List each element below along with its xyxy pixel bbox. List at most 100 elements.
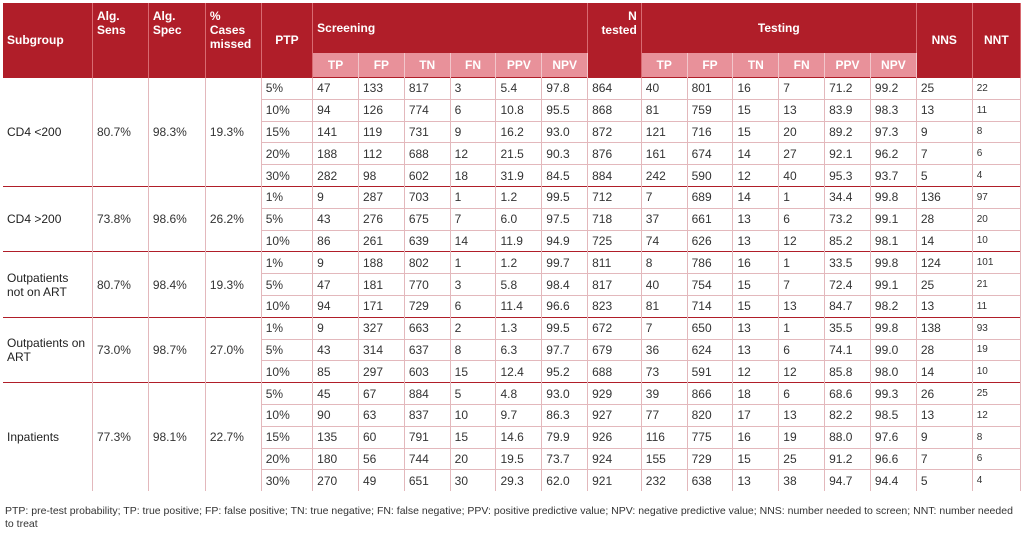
testing-fn-value: 13 bbox=[778, 403, 826, 427]
testing-tn-value: 16 bbox=[732, 425, 780, 449]
testing-fp-value: 729 bbox=[687, 447, 734, 470]
testing-tn-value: 14 bbox=[732, 185, 780, 209]
screening-npv-value: 73.7 bbox=[541, 447, 589, 470]
testing-tp-value: 81 bbox=[641, 98, 688, 122]
table-row: 30% 270 49 651 30 29.3 62.0 921 232 638 13 38 94.7 94… bbox=[3, 469, 1022, 492]
testing-fp-value: 775 bbox=[687, 425, 734, 449]
nnt-value: 8 bbox=[972, 120, 1022, 143]
screening-fn-value: 2 bbox=[450, 316, 497, 340]
nns-value: 13 bbox=[916, 403, 973, 427]
table-row: 5% 43 276 675 7 6.0 97.5 718 37 661 13 6 73.2 99.1 28 2… bbox=[3, 207, 1022, 231]
nns-value: 7 bbox=[916, 447, 973, 470]
alg-sens-value: 80.7% bbox=[92, 251, 149, 318]
table-row: 20% 180 56 744 20 19.5 73.7 924 155 729 15 25 91.2 96… bbox=[3, 447, 1022, 470]
nnt-value: 10 bbox=[972, 229, 1022, 252]
header-nnt: NNT bbox=[972, 3, 1022, 78]
nns-value: 28 bbox=[916, 207, 973, 231]
subgroup-label: CD4 >200 bbox=[3, 185, 93, 252]
testing-tn-value: 12 bbox=[732, 164, 780, 187]
subheader-screening-npv: NPV bbox=[541, 53, 589, 78]
testing-tp-value: 121 bbox=[641, 120, 688, 143]
screening-ppv-value: 1.3 bbox=[495, 316, 543, 340]
testing-tn-value: 15 bbox=[732, 273, 780, 296]
screening-tn-value: 802 bbox=[404, 251, 451, 274]
screening-fn-value: 20 bbox=[450, 447, 497, 470]
screening-tp-value: 47 bbox=[312, 273, 359, 296]
subheader-screening-ppv: PPV bbox=[495, 53, 543, 78]
testing-fn-value: 25 bbox=[778, 447, 826, 470]
ptp-value: 20% bbox=[261, 447, 314, 470]
screening-tn-value: 837 bbox=[404, 403, 451, 427]
screening-npv-value: 97.5 bbox=[541, 207, 589, 231]
nnt-value: 21 bbox=[972, 273, 1022, 296]
screening-fp-value: 276 bbox=[358, 207, 405, 231]
testing-npv-value: 99.8 bbox=[870, 185, 917, 209]
testing-fn-value: 40 bbox=[778, 164, 826, 187]
testing-npv-value: 99.8 bbox=[870, 251, 917, 274]
testing-ppv-value: 74.1 bbox=[824, 338, 871, 361]
testing-ppv-value: 85.2 bbox=[824, 229, 871, 252]
nnt-value: 20 bbox=[972, 207, 1022, 231]
screening-tn-value: 688 bbox=[404, 142, 451, 165]
testing-ppv-value: 84.7 bbox=[824, 294, 871, 318]
screening-fn-value: 15 bbox=[450, 425, 497, 449]
screening-tp-value: 9 bbox=[312, 251, 359, 274]
testing-tp-value: 161 bbox=[641, 142, 688, 165]
header-screening: Screening bbox=[312, 3, 589, 53]
testing-fn-value: 19 bbox=[778, 425, 826, 449]
screening-tn-value: 651 bbox=[404, 469, 451, 492]
screening-fp-value: 63 bbox=[358, 403, 405, 427]
ptp-value: 5% bbox=[261, 338, 314, 361]
testing-npv-value: 98.1 bbox=[870, 229, 917, 252]
n-tested-value: 926 bbox=[587, 425, 642, 449]
ptp-value: 10% bbox=[261, 360, 314, 383]
header-testing: Testing bbox=[641, 3, 917, 53]
testing-npv-value: 99.3 bbox=[870, 382, 917, 405]
testing-tn-value: 15 bbox=[732, 98, 780, 122]
screening-tn-value: 884 bbox=[404, 382, 451, 405]
alg-spec-value: 98.7% bbox=[148, 316, 206, 383]
testing-fn-value: 1 bbox=[778, 251, 826, 274]
screening-tp-value: 94 bbox=[312, 294, 359, 318]
alg-spec-value: 98.3% bbox=[148, 77, 206, 187]
testing-fp-value: 754 bbox=[687, 273, 734, 296]
nnt-value: 11 bbox=[972, 98, 1022, 122]
screening-npv-value: 86.3 bbox=[541, 403, 589, 427]
testing-fn-value: 6 bbox=[778, 338, 826, 361]
testing-ppv-value: 94.7 bbox=[824, 469, 871, 492]
screening-ppv-value: 14.6 bbox=[495, 425, 543, 449]
testing-tn-value: 18 bbox=[732, 382, 780, 405]
screening-ppv-value: 1.2 bbox=[495, 185, 543, 209]
alg-spec-value: 98.4% bbox=[148, 251, 206, 318]
screening-tn-value: 663 bbox=[404, 316, 451, 340]
nns-value: 9 bbox=[916, 425, 973, 449]
cases-missed-value: 27.0% bbox=[205, 316, 262, 383]
testing-fn-value: 7 bbox=[778, 273, 826, 296]
testing-tn-value: 16 bbox=[732, 251, 780, 274]
cases-missed-value: 19.3% bbox=[205, 251, 262, 318]
nnt-value: 22 bbox=[972, 77, 1022, 100]
testing-tp-value: 37 bbox=[641, 207, 688, 231]
screening-fn-value: 1 bbox=[450, 185, 497, 209]
testing-tn-value: 13 bbox=[732, 316, 780, 340]
testing-fn-value: 6 bbox=[778, 207, 826, 231]
testing-npv-value: 98.3 bbox=[870, 98, 917, 122]
testing-tn-value: 15 bbox=[732, 120, 780, 143]
cases-missed-value: 22.7% bbox=[205, 382, 262, 492]
ptp-value: 5% bbox=[261, 273, 314, 296]
table-row: 10% 94 171 729 6 11.4 96.6 823 81 714 15 13 84.7 98.2… bbox=[3, 294, 1022, 318]
table-row: 15% 141 119 731 9 16.2 93.0 872 121 716 15 20 89.2 97… bbox=[3, 120, 1022, 143]
screening-ppv-value: 5.8 bbox=[495, 273, 543, 296]
screening-fp-value: 119 bbox=[358, 120, 405, 143]
nnt-value: 25 bbox=[972, 382, 1022, 405]
screening-fn-value: 12 bbox=[450, 142, 497, 165]
testing-fp-value: 591 bbox=[687, 360, 734, 383]
testing-tn-value: 16 bbox=[732, 77, 780, 100]
testing-fn-value: 1 bbox=[778, 316, 826, 340]
screening-fn-value: 9 bbox=[450, 120, 497, 143]
testing-npv-value: 97.3 bbox=[870, 120, 917, 143]
screening-npv-value: 84.5 bbox=[541, 164, 589, 187]
screening-fn-value: 14 bbox=[450, 229, 497, 252]
screening-ppv-value: 19.5 bbox=[495, 447, 543, 470]
